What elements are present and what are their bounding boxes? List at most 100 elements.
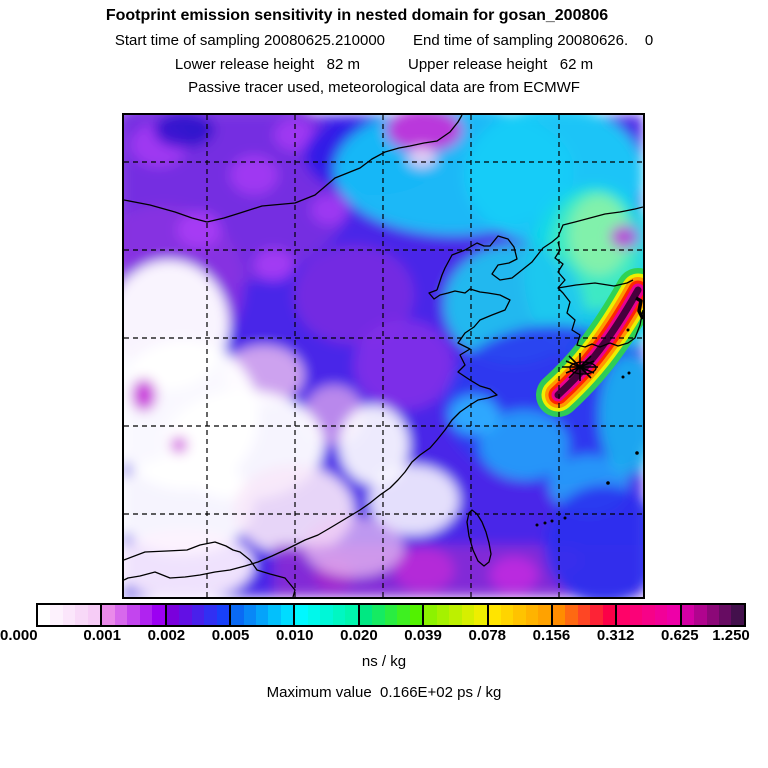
colorbar-segment xyxy=(422,605,487,625)
colorbar-cell xyxy=(295,605,308,625)
lower-release-height-label: Lower release height 82 m xyxy=(174,56,360,73)
colorbar-cell xyxy=(513,605,526,625)
colorbar-cell xyxy=(139,605,153,625)
colorbar-tick-label: 0.005 xyxy=(211,627,250,644)
colorbar-tick-label: 0.020 xyxy=(340,627,378,644)
colorbar-cell xyxy=(590,605,603,625)
colorbar-cell xyxy=(409,605,423,625)
colorbar-cell xyxy=(681,605,695,625)
colorbar-cell xyxy=(617,605,630,625)
colorbar-cell xyxy=(667,605,680,625)
colorbar-cell xyxy=(152,605,165,625)
max-value-label: Maximum value 0.166E+02 ps / kg xyxy=(266,684,502,701)
colorbar-cell xyxy=(449,605,462,625)
colorbar-cell xyxy=(75,605,88,625)
page-title: Footprint emission sensitivity in nested… xyxy=(105,7,609,24)
colorbar-cell xyxy=(62,605,76,625)
colorbar-cell xyxy=(216,605,230,625)
colorbar-tick-label: 0.078 xyxy=(468,627,507,644)
colorbar-cell xyxy=(488,605,501,625)
hotspot-plume xyxy=(536,268,643,417)
colorbar-cell xyxy=(38,605,51,625)
colorbar-tick-label: 1.250 xyxy=(712,627,750,644)
taiwan-island xyxy=(466,509,492,567)
end-time-label: End time of sampling 20080626. 0 xyxy=(413,32,654,49)
colorbar-cell xyxy=(461,605,475,625)
korea-coast xyxy=(554,241,643,348)
colorbar-segment xyxy=(615,605,680,625)
colorbar-tick-labels: 0.000 0.001 0.002 0.005 0.010 0.020 0.039 0.078… xyxy=(0,627,768,645)
colorbar-cell xyxy=(500,605,514,625)
upper-release-height-label: Upper release height 62 m xyxy=(408,56,594,73)
colorbar-cell xyxy=(256,605,269,625)
colorbar-cell xyxy=(372,605,385,625)
colorbar-cell xyxy=(424,605,437,625)
ne-china-coast xyxy=(436,206,643,291)
colorbar-unit-label: ns / kg xyxy=(361,653,407,670)
colorbar-cell xyxy=(525,605,539,625)
vietnam-border xyxy=(124,541,296,597)
colorbar-cell xyxy=(731,605,744,625)
jeju-island xyxy=(569,361,597,375)
colorbar-cell xyxy=(307,605,321,625)
small-islands xyxy=(535,328,639,527)
colorbar-segment xyxy=(550,605,616,625)
colorbar-cell xyxy=(384,605,398,625)
colorbar-cell xyxy=(577,605,591,625)
colorbar-cell xyxy=(706,605,719,625)
colorbar-cell xyxy=(243,605,257,625)
colorbar-tick-label: 0.002 xyxy=(147,627,186,644)
colorbar xyxy=(36,603,746,627)
grid-lines xyxy=(124,115,643,597)
colorbar-tick-label: 0.010 xyxy=(275,627,314,644)
colorbar-tick-label: 0.312 xyxy=(596,627,635,644)
colorbar-tick-label: 0.625 xyxy=(661,627,699,644)
map-frame xyxy=(122,113,645,599)
colorbar-cell xyxy=(87,605,101,625)
release-height-row: Lower release height 82 m Upper release … xyxy=(0,56,768,73)
colorbar-segment xyxy=(293,605,358,625)
colorbar-cell xyxy=(191,605,205,625)
colorbar-cell xyxy=(654,605,668,625)
colorbar-cell xyxy=(565,605,578,625)
colorbar-cell xyxy=(320,605,333,625)
china-coast xyxy=(124,288,511,581)
map-canvas xyxy=(124,115,643,597)
dmz-line xyxy=(557,279,634,289)
colorbar-cell xyxy=(127,605,140,625)
japan-coast-edge xyxy=(635,296,643,320)
coastlines xyxy=(124,115,643,597)
colorbar-cell xyxy=(204,605,217,625)
colorbar-segment xyxy=(357,605,423,625)
colorbar-segment xyxy=(486,605,551,625)
tracer-info-label: Passive tracer used, meteorological data… xyxy=(188,79,580,96)
colorbar-cell xyxy=(359,605,373,625)
mongolia-border xyxy=(124,115,463,223)
colorbar-segment xyxy=(164,605,230,625)
start-time-label: Start time of sampling 20080625.210000 xyxy=(114,32,386,49)
colorbar-tick-label: 0.000 xyxy=(0,627,38,644)
colorbar-segment xyxy=(229,605,294,625)
colorbar-cell xyxy=(268,605,281,625)
colorbar-tick-label: 0.156 xyxy=(532,627,571,644)
colorbar-cell xyxy=(280,605,294,625)
station-marker-icon xyxy=(562,353,598,381)
colorbar-cell xyxy=(552,605,566,625)
colorbar-cell xyxy=(179,605,192,625)
colorbar-cell xyxy=(166,605,180,625)
colorbar-cell xyxy=(602,605,616,625)
colorbar-cell xyxy=(102,605,115,625)
colorbar-segment xyxy=(38,605,101,625)
colorbar-cell xyxy=(694,605,707,625)
colorbar-cell xyxy=(114,605,128,625)
colorbar-segment xyxy=(679,605,744,625)
sampling-time-row: Start time of sampling 20080625.210000 E… xyxy=(0,32,768,49)
colorbar-tick-label: 0.039 xyxy=(404,627,442,644)
colorbar-cell xyxy=(436,605,450,625)
colorbar-cell xyxy=(642,605,655,625)
colorbar-cell xyxy=(538,605,551,625)
colorbar-cell xyxy=(474,605,487,625)
colorbar-segment xyxy=(100,605,165,625)
colorbar-tick-label: 0.001 xyxy=(83,627,121,644)
